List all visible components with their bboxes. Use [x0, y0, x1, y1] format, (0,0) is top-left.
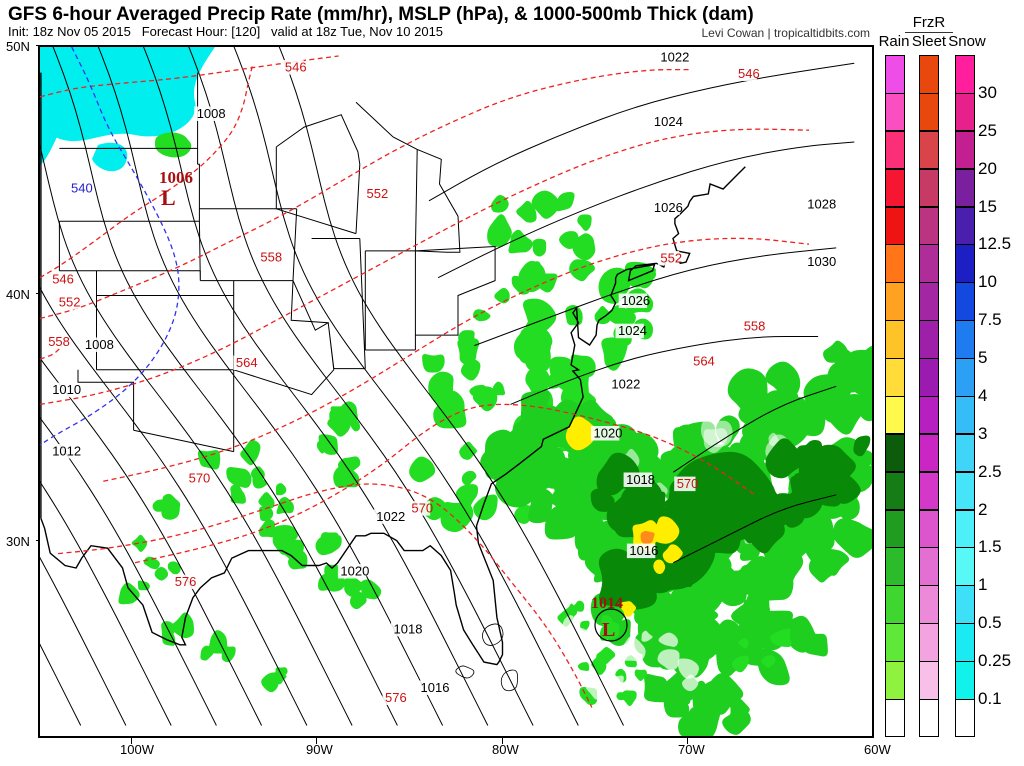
svg-text:570: 570 [411, 501, 433, 516]
svg-text:1024: 1024 [654, 114, 683, 129]
svg-text:1022: 1022 [376, 509, 405, 524]
svg-text:546: 546 [285, 60, 307, 75]
svg-text:1008: 1008 [85, 337, 114, 352]
svg-text:552: 552 [367, 186, 389, 201]
svg-text:558: 558 [48, 334, 70, 349]
svg-text:1026: 1026 [654, 200, 683, 215]
svg-text:L: L [602, 619, 615, 641]
svg-text:546: 546 [738, 66, 760, 81]
svg-text:1024: 1024 [618, 323, 647, 338]
svg-text:558: 558 [744, 318, 766, 333]
svg-text:1012: 1012 [52, 444, 81, 459]
svg-text:1022: 1022 [660, 50, 689, 65]
svg-text:1030: 1030 [807, 254, 836, 269]
svg-text:570: 570 [677, 476, 699, 491]
svg-text:552: 552 [660, 251, 682, 266]
svg-text:558: 558 [260, 250, 282, 265]
svg-text:1028: 1028 [807, 197, 836, 212]
svg-text:1018: 1018 [626, 472, 655, 487]
svg-text:L: L [161, 185, 176, 210]
svg-text:546: 546 [52, 272, 74, 287]
svg-text:1008: 1008 [197, 106, 226, 121]
svg-text:1014: 1014 [591, 595, 623, 612]
svg-text:552: 552 [59, 295, 81, 310]
svg-text:1016: 1016 [629, 543, 658, 558]
svg-text:576: 576 [175, 574, 197, 589]
svg-text:1022: 1022 [611, 377, 640, 392]
svg-text:540: 540 [71, 180, 93, 195]
svg-text:1018: 1018 [394, 621, 423, 636]
svg-text:570: 570 [189, 470, 211, 485]
svg-text:576: 576 [385, 690, 407, 705]
svg-text:1020: 1020 [594, 426, 623, 441]
svg-text:1010: 1010 [52, 382, 81, 397]
svg-text:564: 564 [236, 355, 258, 370]
svg-text:564: 564 [693, 353, 715, 368]
svg-text:1020: 1020 [340, 564, 369, 579]
svg-text:1016: 1016 [421, 680, 450, 695]
svg-text:1026: 1026 [621, 293, 650, 308]
